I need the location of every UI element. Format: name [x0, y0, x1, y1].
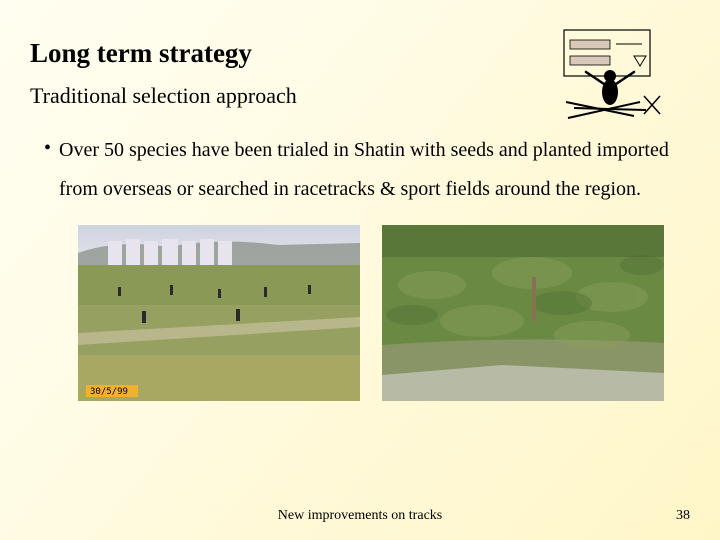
- field-trial-photo-left: 30/5/99: [78, 225, 360, 401]
- bullet-item: • Over 50 species have been trialed in S…: [44, 131, 690, 209]
- selection-diagram-icon: [556, 26, 676, 126]
- svg-text:30/5/99: 30/5/99: [90, 387, 128, 397]
- photo-row: 30/5/99: [78, 225, 690, 401]
- footer-text: New improvements on tracks: [278, 508, 442, 524]
- bullet-text: Over 50 species have been trialed in Sha…: [59, 131, 690, 209]
- grass-plot-photo-right: [382, 225, 664, 401]
- page-number: 38: [676, 508, 690, 524]
- bullet-marker: •: [44, 131, 51, 165]
